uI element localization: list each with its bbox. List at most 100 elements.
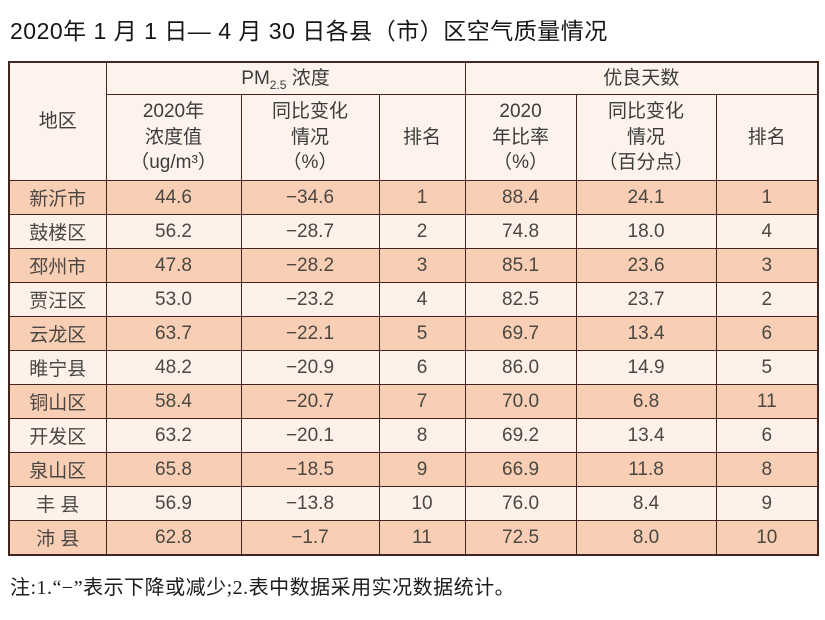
cell-good-change: 23.6 — [575, 248, 717, 283]
cell-region: 开发区 — [8, 418, 107, 453]
pm-label-subscript: 2.5 — [269, 77, 287, 92]
cell-pm-rank: 11 — [378, 520, 466, 556]
table-row: 睢宁县 48.2 −20.9 6 86.0 14.9 5 — [8, 350, 819, 385]
cell-pm-value: 56.2 — [105, 214, 242, 249]
cell-good-ratio: 82.5 — [464, 282, 577, 317]
cell-good-rank: 10 — [715, 520, 819, 556]
cell-region: 邳州市 — [8, 248, 107, 283]
cell-region: 鼓楼区 — [8, 214, 107, 249]
table-header: 地区 PM2.5 浓度 优良天数 2020年 浓度值 （ug/m³） 同比变化 … — [8, 61, 819, 181]
cell-good-change: 14.9 — [575, 350, 717, 385]
cell-pm-change: −20.9 — [240, 350, 380, 385]
header-pm-rank: 排名 — [378, 94, 466, 181]
cell-pm-rank: 9 — [378, 452, 466, 487]
footnote: 注:1.“−”表示下降或减少;2.表中数据采用实况数据统计。 — [10, 577, 516, 599]
cell-good-ratio: 74.8 — [464, 214, 577, 249]
header-group-row: 地区 PM2.5 浓度 优良天数 — [8, 61, 819, 181]
table-row: 云龙区 63.7 −22.1 5 69.7 13.4 6 — [8, 316, 819, 351]
header-sub-row: 2020年 浓度值 （ug/m³） 同比变化 情况 （%） 排名 2020 年比… — [9, 94, 819, 181]
cell-pm-rank: 8 — [378, 418, 466, 453]
cell-good-change: 6.8 — [575, 384, 717, 419]
cell-good-ratio: 76.0 — [464, 486, 577, 521]
cell-good-change: 18.0 — [575, 214, 717, 249]
cell-pm-value: 47.8 — [105, 248, 242, 283]
cell-pm-value: 56.9 — [105, 486, 242, 521]
cell-pm-rank: 5 — [378, 316, 466, 351]
cell-pm-rank: 10 — [378, 486, 466, 521]
header-pm-change: 同比变化 情况 （%） — [240, 94, 380, 181]
cell-region: 贾汪区 — [8, 282, 107, 317]
cell-pm-rank: 1 — [378, 180, 466, 215]
cell-good-rank: 6 — [715, 316, 819, 351]
cell-region: 泉山区 — [8, 452, 107, 487]
cell-good-rank: 4 — [715, 214, 819, 249]
cell-pm-value: 53.0 — [105, 282, 242, 317]
header-good-change: 同比变化 情况 （百分点） — [575, 94, 717, 181]
cell-good-ratio: 88.4 — [464, 180, 577, 215]
cell-good-change: 13.4 — [575, 418, 717, 453]
cell-good-change: 24.1 — [575, 180, 717, 215]
cell-good-rank: 1 — [715, 180, 819, 215]
cell-pm-value: 65.8 — [105, 452, 242, 487]
cell-good-change: 11.8 — [575, 452, 717, 487]
cell-pm-change: −20.7 — [240, 384, 380, 419]
table-row: 邳州市 47.8 −28.2 3 85.1 23.6 3 — [8, 248, 819, 283]
cell-pm-change: −22.1 — [240, 316, 380, 351]
cell-pm-change: −28.7 — [240, 214, 380, 249]
pm-label-base: PM — [241, 67, 270, 89]
cell-good-ratio: 69.2 — [464, 418, 577, 453]
cell-pm-rank: 2 — [378, 214, 466, 249]
cell-good-rank: 3 — [715, 248, 819, 283]
cell-good-change: 8.0 — [575, 520, 717, 556]
cell-region: 丰 县 — [8, 486, 107, 521]
cell-good-ratio: 85.1 — [464, 248, 577, 283]
cell-good-rank: 9 — [715, 486, 819, 521]
cell-pm-rank: 4 — [378, 282, 466, 317]
cell-good-change: 23.7 — [575, 282, 717, 317]
cell-region: 云龙区 — [8, 316, 107, 351]
table-row: 铜山区 58.4 −20.7 7 70.0 6.8 11 — [8, 384, 819, 419]
cell-good-ratio: 66.9 — [464, 452, 577, 487]
table-row: 鼓楼区 56.2 −28.7 2 74.8 18.0 4 — [8, 214, 819, 249]
header-good-rank: 排名 — [715, 94, 819, 181]
cell-good-ratio: 70.0 — [464, 384, 577, 419]
table-body: 新沂市 44.6 −34.6 1 88.4 24.1 1 鼓楼区 56.2 −28.7 2 74.8 1… — [8, 180, 819, 556]
cell-good-rank: 5 — [715, 350, 819, 385]
cell-pm-value: 58.4 — [105, 384, 242, 419]
cell-pm-change: −13.8 — [240, 486, 380, 521]
header-region: 地区 — [8, 61, 107, 181]
cell-pm-change: −18.5 — [240, 452, 380, 487]
cell-good-rank: 2 — [715, 282, 819, 317]
cell-pm-change: −34.6 — [240, 180, 380, 215]
cell-pm-value: 62.8 — [105, 520, 242, 556]
cell-pm-change: −28.2 — [240, 248, 380, 283]
table-row: 丰 县 56.9 −13.8 10 76.0 8.4 9 — [8, 486, 819, 521]
cell-good-rank: 6 — [715, 418, 819, 453]
cell-pm-change: −20.1 — [240, 418, 380, 453]
cell-region: 新沂市 — [8, 180, 107, 215]
cell-pm-change: −1.7 — [240, 520, 380, 556]
cell-region: 睢宁县 — [8, 350, 107, 385]
table-row: 贾汪区 53.0 −23.2 4 82.5 23.7 2 — [8, 282, 819, 317]
cell-pm-value: 63.7 — [105, 316, 242, 351]
cell-pm-value: 48.2 — [105, 350, 242, 385]
cell-good-rank: 8 — [715, 452, 819, 487]
cell-good-change: 13.4 — [575, 316, 717, 351]
cell-pm-rank: 6 — [378, 350, 466, 385]
cell-good-ratio: 86.0 — [464, 350, 577, 385]
cell-pm-value: 44.6 — [105, 180, 242, 215]
header-pm-value: 2020年 浓度值 （ug/m³） — [105, 94, 242, 181]
cell-pm-change: −23.2 — [240, 282, 380, 317]
page-title: 2020年 1 月 1 日— 4 月 30 日各县（市）区空气质量情况 — [10, 18, 608, 44]
header-good-days-group: 优良天数 — [464, 61, 819, 95]
cell-pm-rank: 3 — [378, 248, 466, 283]
table-row: 开发区 63.2 −20.1 8 69.2 13.4 6 — [8, 418, 819, 453]
pm-label-rest: 浓度 — [286, 67, 330, 89]
cell-good-ratio: 69.7 — [464, 316, 577, 351]
table-row: 新沂市 44.6 −34.6 1 88.4 24.1 1 — [8, 180, 819, 215]
header-good-ratio: 2020 年比率 （%） — [464, 94, 577, 181]
air-quality-table: 地区 PM2.5 浓度 优良天数 2020年 浓度值 （ug/m³） 同比变化 … — [8, 61, 820, 556]
cell-pm-rank: 7 — [378, 384, 466, 419]
cell-good-rank: 11 — [715, 384, 819, 419]
